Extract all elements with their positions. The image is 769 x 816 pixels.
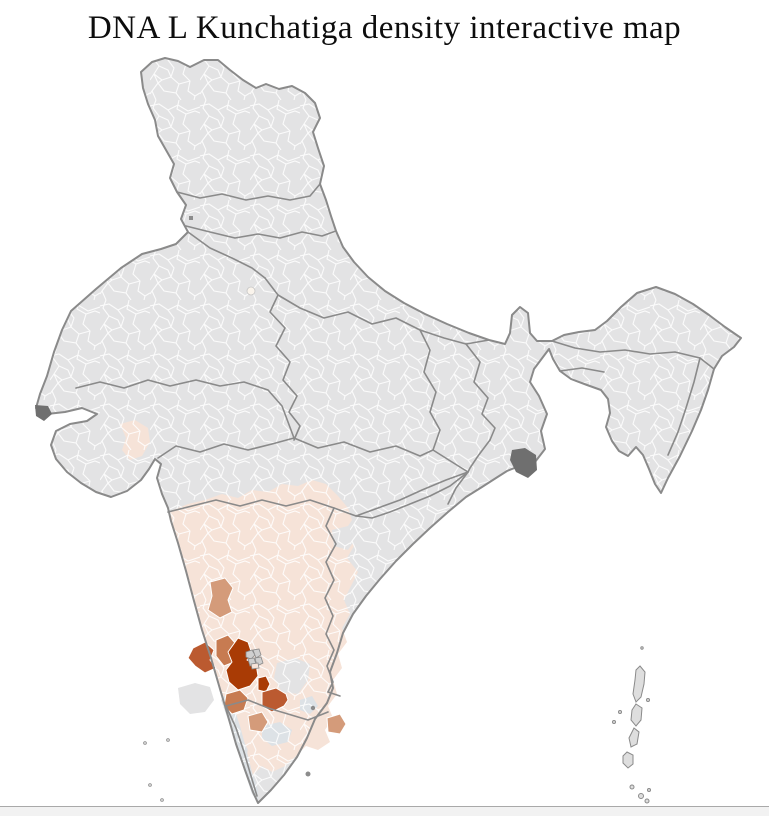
district-mid-south[interactable] [247, 711, 269, 733]
islet [618, 710, 622, 714]
district-mid-north[interactable] [207, 577, 234, 619]
islet [638, 793, 644, 799]
island [622, 751, 634, 769]
sundarbans-delta [510, 448, 537, 478]
urban-cell[interactable] [245, 649, 256, 660]
coast-city-dot [305, 771, 311, 777]
islet [148, 783, 152, 787]
border-city-dot [189, 216, 193, 220]
island [630, 703, 643, 727]
islet [166, 738, 170, 742]
state-borders [75, 183, 715, 797]
islet [160, 798, 164, 802]
horizontal-scrollbar[interactable] [0, 806, 769, 816]
andaman-nicobar-islands [612, 646, 651, 804]
dark-features [35, 216, 537, 777]
district-mid-east[interactable] [326, 713, 347, 735]
nodata-patch-a[interactable] [178, 683, 214, 714]
lakshadweep-islands [143, 738, 170, 802]
islet [629, 784, 635, 790]
islet [640, 646, 644, 650]
urban-district-cluster [245, 648, 264, 670]
kutch-west-tip [35, 405, 52, 421]
islet [612, 720, 616, 724]
page-title: DNA L Kunchatiga density interactive map [87, 10, 682, 46]
island [628, 727, 640, 748]
urban-cell[interactable] [252, 648, 262, 659]
coast-city-dot [310, 705, 316, 711]
urban-cell-light[interactable] [250, 662, 260, 670]
delhi-district-spot[interactable] [246, 286, 256, 296]
islet [647, 788, 651, 792]
highlight-districts [187, 577, 347, 735]
islet [644, 798, 650, 804]
island [632, 665, 646, 703]
islet [143, 741, 147, 745]
islet [646, 698, 650, 702]
district-core-small[interactable] [257, 675, 271, 693]
